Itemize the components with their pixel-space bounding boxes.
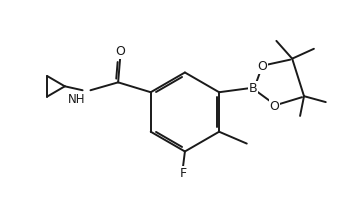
Text: O: O <box>258 60 267 73</box>
Text: F: F <box>179 167 187 180</box>
Text: O: O <box>269 100 279 113</box>
Text: NH: NH <box>68 93 85 106</box>
Text: O: O <box>115 45 125 58</box>
Text: B: B <box>248 82 257 95</box>
